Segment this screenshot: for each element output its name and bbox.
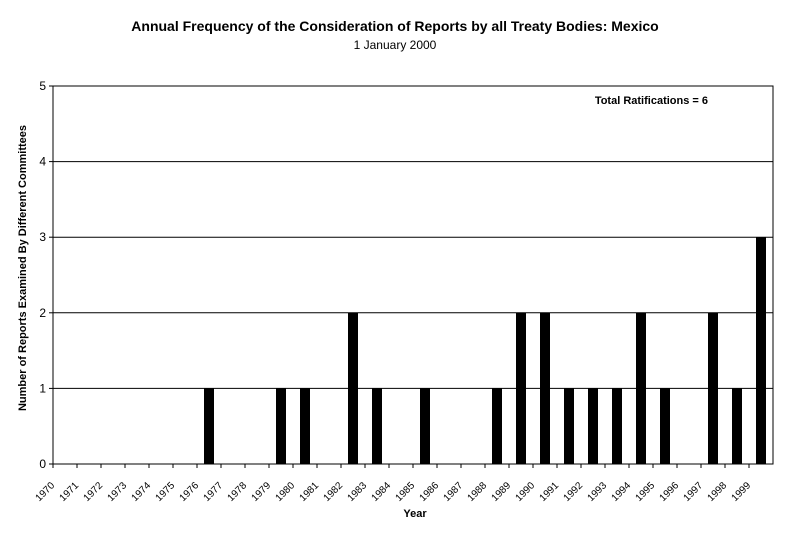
x-tick-label-1981: 1981 — [298, 480, 322, 504]
bar-1993 — [612, 388, 622, 464]
chart-subtitle: 1 January 2000 — [354, 38, 437, 52]
x-tick-label-1987: 1987 — [442, 480, 466, 504]
x-tick-label-1990: 1990 — [514, 480, 538, 504]
x-tick-label-1994: 1994 — [610, 480, 634, 504]
bar-1980 — [300, 388, 310, 464]
x-tick-label-1976: 1976 — [178, 480, 202, 504]
x-tick-label-1977: 1977 — [202, 480, 226, 504]
x-tick-label-1998: 1998 — [706, 480, 730, 504]
bar-1994 — [636, 312, 646, 464]
bar-1985 — [420, 388, 430, 464]
y-tick-labels: 0 1 2 3 4 5 — [39, 79, 53, 471]
x-axis-label: Year — [403, 508, 427, 520]
x-tick-label-1972: 1972 — [82, 480, 106, 504]
bars — [204, 237, 766, 464]
x-tick-label-1997: 1997 — [682, 480, 706, 504]
bar-1998 — [732, 388, 742, 464]
bar-1976 — [204, 388, 214, 464]
y-tick-label: 4 — [39, 155, 46, 169]
bar-1990 — [540, 312, 550, 464]
x-tick-label-1973: 1973 — [106, 480, 130, 504]
bar-1991 — [564, 388, 574, 464]
x-tick-label-1986: 1986 — [418, 480, 442, 504]
x-tick-label-1989: 1989 — [490, 480, 514, 504]
bar-1992 — [588, 388, 598, 464]
x-tick-label-1996: 1996 — [658, 480, 682, 504]
bar-1995 — [660, 388, 670, 464]
x-tick-label-1995: 1995 — [634, 480, 658, 504]
plot-area — [52, 85, 774, 465]
x-tick-label-1980: 1980 — [274, 480, 298, 504]
x-tick-label-1979: 1979 — [250, 480, 274, 504]
bar-1982 — [348, 312, 358, 464]
x-tick-label-1993: 1993 — [586, 480, 610, 504]
x-tick-label-1992: 1992 — [562, 480, 586, 504]
x-tick-labels: 1970 1971 1972 1973 1974 1975 1976 1977 1978 1979… — [34, 464, 754, 504]
x-tick-label-1982: 1982 — [322, 480, 346, 504]
chart-title: Annual Frequency of the Consideration of… — [131, 18, 658, 34]
bar-1999 — [756, 237, 766, 464]
y-tick-label: 3 — [39, 230, 46, 244]
x-tick-label-1970: 1970 — [34, 480, 58, 504]
x-tick-label-1984: 1984 — [370, 480, 394, 504]
bar-1979 — [276, 388, 286, 464]
x-tick-label-1983: 1983 — [346, 480, 370, 504]
bar-1989 — [516, 312, 526, 464]
x-tick-label-1985: 1985 — [394, 480, 418, 504]
x-tick-label-1988: 1988 — [466, 480, 490, 504]
y-tick-label: 2 — [39, 306, 46, 320]
gridlines — [53, 161, 773, 389]
total-ratifications-annotation: Total Ratifications = 6 — [595, 95, 708, 107]
x-tick-label-1975: 1975 — [154, 480, 178, 504]
y-tick-label: 5 — [39, 79, 46, 93]
x-tick-label-1974: 1974 — [130, 480, 154, 504]
x-tick-label-1999: 1999 — [730, 480, 754, 504]
y-tick-label: 0 — [39, 457, 46, 471]
bar-1997 — [708, 312, 718, 464]
y-tick-label: 1 — [39, 381, 46, 395]
x-tick-label-1991: 1991 — [538, 480, 562, 504]
x-tick-label-1978: 1978 — [226, 480, 250, 504]
bar-1988 — [492, 388, 502, 464]
x-tick-label-1971: 1971 — [58, 480, 82, 504]
y-axis-label: Number of Reports Examined By Different … — [17, 125, 29, 411]
bar-1983 — [372, 388, 382, 464]
